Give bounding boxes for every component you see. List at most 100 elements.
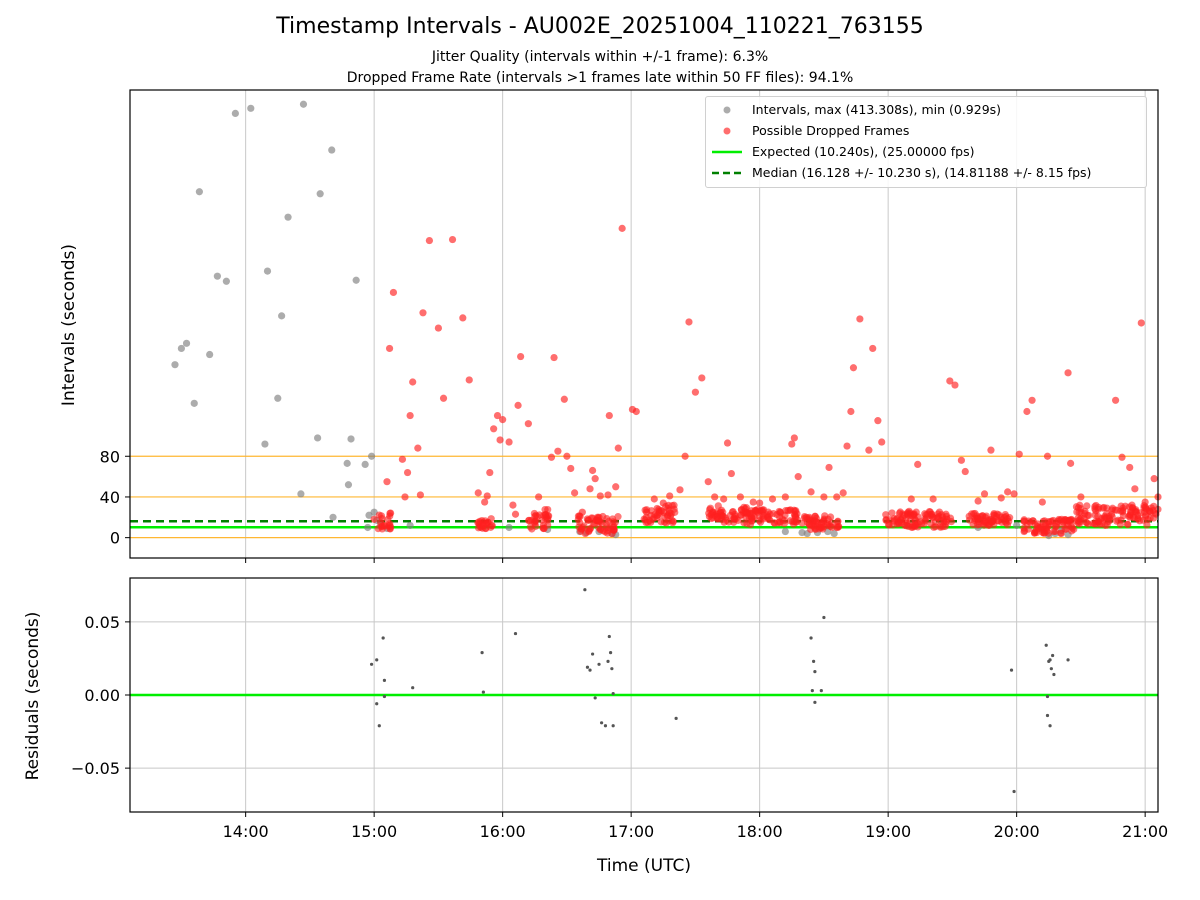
dropped-frame-point — [1015, 450, 1023, 458]
dropped-frame-point — [888, 509, 896, 517]
dropped-frame-point — [704, 478, 712, 486]
interval-point — [316, 190, 324, 198]
dropped-frame-point — [713, 513, 722, 521]
interval-point — [329, 513, 337, 521]
dropped-frame-point — [650, 514, 658, 522]
dropped-frame-point — [403, 468, 412, 477]
interval-point — [406, 521, 414, 530]
dropped-frame-point — [731, 512, 739, 520]
dropped-frame-point — [834, 517, 842, 525]
residual-point — [1052, 672, 1056, 677]
dropped-frame-point — [902, 522, 910, 530]
dropped-frame-point — [1092, 520, 1100, 528]
dropped-frame-point — [531, 519, 539, 528]
x-tick-label: 20:00 — [994, 822, 1040, 841]
dropped-frame-point — [505, 438, 513, 446]
residual-point — [1066, 658, 1070, 662]
residual-point — [608, 650, 613, 655]
dropped-frame-point — [406, 411, 414, 420]
interval-point — [171, 361, 179, 369]
dropped-frame-point — [550, 353, 558, 362]
dropped-frame-point — [614, 513, 622, 521]
dropped-frame-point — [1127, 508, 1135, 517]
residual-point — [1044, 643, 1048, 647]
legend: Intervals, max (413.308s), min (0.929s) … — [705, 96, 1147, 188]
dropped-frame-point — [578, 508, 586, 516]
dropped-frame-point — [770, 519, 778, 527]
residual-point — [810, 689, 814, 693]
dropped-frame-point — [698, 374, 706, 382]
residual-point — [606, 659, 610, 663]
dropped-frame-point — [603, 521, 611, 529]
dropped-frame-point — [749, 498, 757, 506]
residual-point — [610, 667, 614, 671]
intervals-ytick-label: 0 — [110, 529, 120, 548]
dropped-frame-point — [856, 315, 864, 323]
dropped-frame-point — [780, 519, 788, 528]
dropped-frame-point — [794, 473, 802, 481]
dropped-frame-point — [385, 344, 394, 353]
residual-point — [377, 724, 381, 728]
interval-point — [361, 460, 369, 468]
dropped-frame-point — [843, 442, 851, 450]
dashed-line-icon — [712, 171, 742, 175]
dropped-frame-point — [1083, 502, 1091, 510]
dropped-frame-point — [1137, 319, 1145, 327]
intervals-ticks: 0 40 80 — [100, 447, 1146, 563]
legend-label-intervals: Intervals, max (413.308s), min (0.929s) — [752, 102, 1002, 117]
interval-point — [314, 434, 322, 442]
dropped-frame-point — [1131, 485, 1139, 493]
dropped-frame-point — [920, 520, 928, 528]
dropped-frame-point — [720, 495, 728, 503]
dropped-frame-point — [707, 510, 716, 519]
residual-point — [585, 665, 590, 669]
residual-point — [813, 670, 817, 674]
residual-point — [597, 662, 601, 666]
dropped-frame-point — [825, 463, 833, 472]
dropped-frame-point — [1052, 522, 1060, 531]
dropped-frame-point — [496, 436, 504, 444]
dropped-frame-point — [490, 425, 498, 433]
dropped-frame-point — [905, 507, 913, 515]
dropped-frame-point — [1068, 527, 1076, 535]
dropped-frame-point — [459, 314, 467, 322]
residual-point — [513, 631, 518, 636]
dropped-frame-point — [659, 499, 667, 507]
dropped-frame-point — [589, 466, 597, 475]
dropped-frame-point — [1118, 453, 1126, 461]
dropped-frame-point — [889, 521, 897, 529]
dropped-frame-point — [586, 485, 594, 493]
dropped-frame-point — [819, 525, 827, 533]
x-tick-label: 16:00 — [480, 822, 526, 841]
dropped-frame-point — [581, 529, 589, 538]
residual-point — [812, 659, 816, 663]
residual-point — [819, 689, 823, 693]
x-tick-label: 21:00 — [1122, 822, 1168, 841]
dropped-frame-point — [790, 520, 798, 528]
dropped-frame-point — [493, 411, 502, 420]
dropped-frame-point — [1083, 519, 1091, 527]
dropped-frame-point — [929, 495, 937, 503]
residual-point — [381, 636, 385, 640]
dropped-frame-point — [951, 381, 959, 389]
residual-points — [369, 588, 1070, 794]
residual-point — [480, 650, 484, 655]
residual-point — [369, 662, 374, 666]
dropped-frame-point — [554, 447, 562, 455]
residual-point — [603, 724, 608, 728]
interval-point — [328, 146, 336, 154]
residual-point — [382, 694, 387, 699]
dropped-frame-point — [434, 324, 442, 332]
dropped-frame-point — [769, 509, 777, 518]
interval-point — [247, 104, 255, 112]
dropped-frame-point — [398, 455, 407, 463]
dropped-frame-point — [914, 460, 922, 468]
residuals-axes-frame — [129, 577, 1159, 813]
intervals-axes-frame — [129, 89, 1159, 559]
residual-point — [375, 702, 379, 706]
residual-point — [611, 691, 615, 696]
interval-point — [274, 394, 282, 402]
dropped-frame-point — [583, 515, 591, 523]
interval-point — [278, 312, 286, 320]
residual-point — [1045, 713, 1050, 718]
